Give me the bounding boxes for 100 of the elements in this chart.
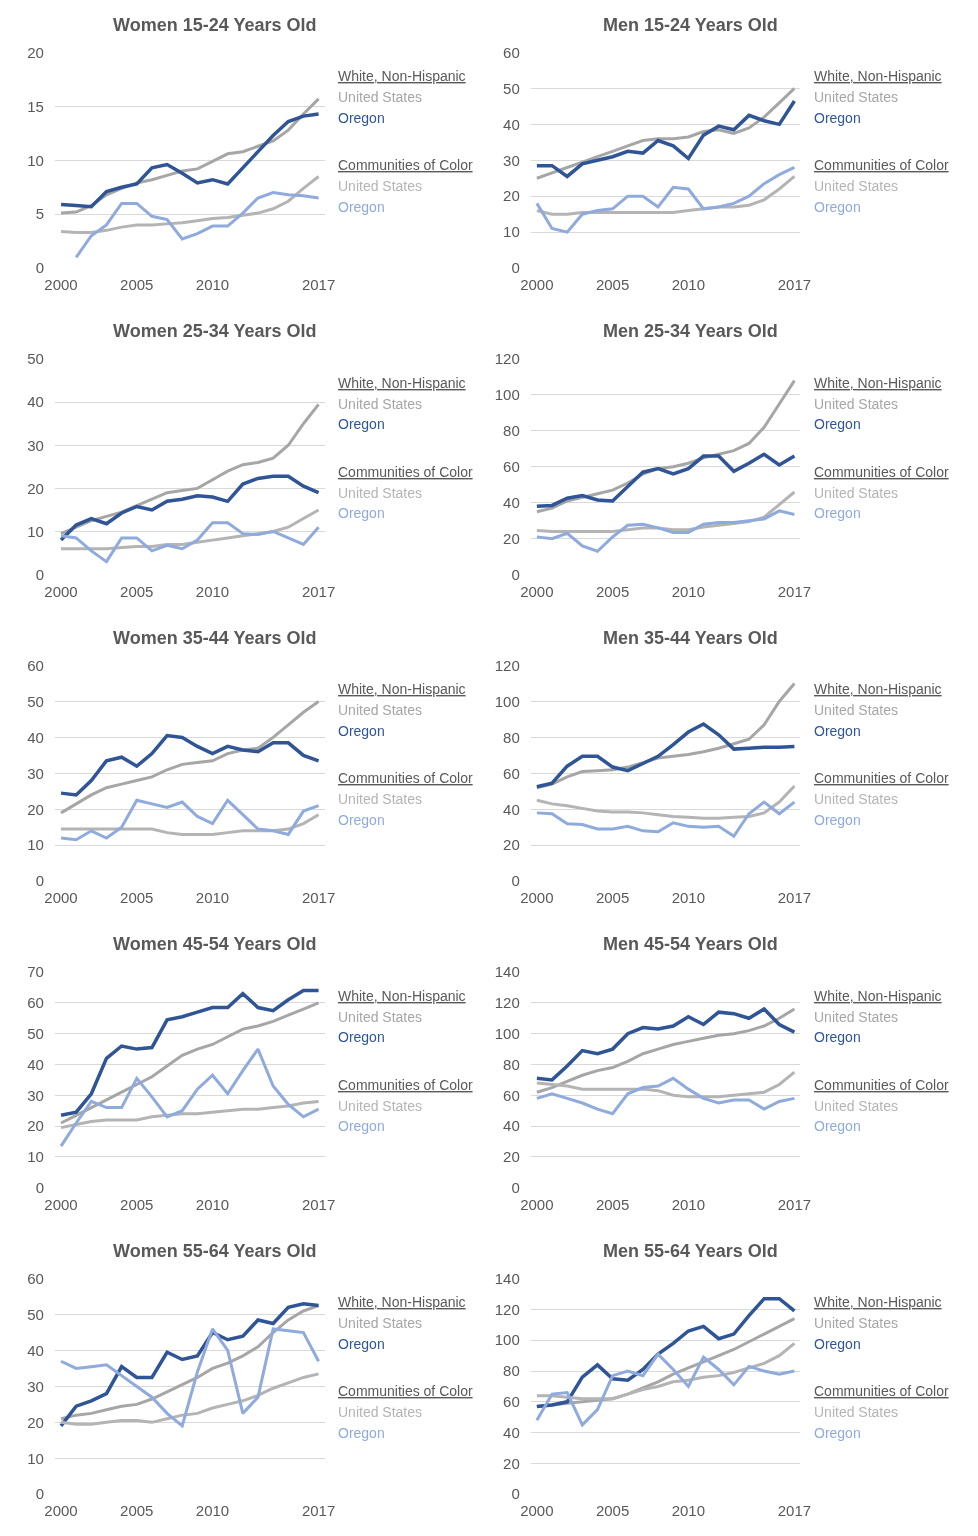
series-label: United States <box>814 1315 899 1331</box>
x-tick-label: 2000 <box>44 582 78 600</box>
y-tick-label: 50 <box>27 692 44 710</box>
series-label: United States <box>814 702 899 718</box>
y-tick-label: 5 <box>35 205 44 223</box>
y-tick-label: 10 <box>27 1148 44 1166</box>
y-tick-label: 0 <box>35 565 44 583</box>
line-series <box>535 722 797 789</box>
series-label: United States <box>814 1009 899 1025</box>
line-series <box>535 509 796 553</box>
series-label: United States <box>814 178 899 194</box>
x-tick-label: 2017 <box>777 582 812 600</box>
text: Oregon <box>814 199 861 215</box>
chart-title: Women 35-44 Years Old <box>113 628 317 648</box>
y-tick-label: 120 <box>494 656 520 674</box>
x-tick-label: 2000 <box>44 1502 78 1520</box>
line-series <box>535 1296 797 1409</box>
y-tick-label: 10 <box>27 1449 44 1467</box>
y-tick-label: 30 <box>27 764 44 782</box>
y-tick-label: 100 <box>494 1331 520 1349</box>
x-tick-label: 2017 <box>777 1195 812 1213</box>
y-tick-label: 60 <box>503 1393 520 1411</box>
x-tick-label: 2017 <box>301 276 336 294</box>
text: White, Non-Hispanic <box>814 375 942 391</box>
x-tick-label: 2000 <box>520 1502 554 1520</box>
y-tick-label: 30 <box>27 1377 44 1395</box>
series-label: Oregon <box>338 110 385 126</box>
line-series <box>535 452 797 509</box>
x-tick-label: 2010 <box>195 889 230 907</box>
x-tick-label: 2017 <box>777 276 812 294</box>
y-tick-label: 30 <box>27 436 44 454</box>
chart-title: Women 45-54 Years Old <box>113 934 317 954</box>
line-series <box>59 700 321 815</box>
y-tick-label: 20 <box>503 529 520 547</box>
x-tick-label: 2000 <box>520 1195 554 1213</box>
text: Oregon <box>338 416 385 432</box>
y-tick-label: 0 <box>35 872 44 890</box>
y-tick-label: 60 <box>27 656 44 674</box>
chart-title: Women 55-64 Years Old <box>113 1241 317 1261</box>
x-tick-label: 2005 <box>120 276 154 294</box>
series-label: Oregon <box>338 1118 385 1134</box>
x-tick-label: 2010 <box>671 1502 706 1520</box>
y-tick-label: 40 <box>27 1055 44 1073</box>
y-tick-label: 40 <box>503 1117 520 1135</box>
y-tick-label: 10 <box>27 522 44 540</box>
x-tick-label: 2005 <box>120 582 154 600</box>
series-label: United States <box>338 702 423 718</box>
y-tick-label: 100 <box>494 1024 520 1042</box>
y-tick-label: 40 <box>27 728 44 746</box>
x-tick-label: 2005 <box>595 582 630 600</box>
y-tick-label: 20 <box>503 836 520 854</box>
x-tick-label: 2010 <box>195 1195 230 1213</box>
text: Communities of Color <box>338 464 473 480</box>
x-tick-label: 2005 <box>595 889 630 907</box>
x-tick-label: 2000 <box>44 1195 78 1213</box>
x-tick-label: 2010 <box>195 276 230 294</box>
line-series <box>59 1372 321 1426</box>
x-tick-label: 2005 <box>595 1502 630 1520</box>
line-series <box>59 112 321 209</box>
text: United States <box>814 1404 899 1420</box>
y-tick-label: 40 <box>503 494 520 511</box>
series-label: United States <box>338 178 423 194</box>
y-tick-label: 40 <box>27 1341 44 1359</box>
series-label: United States <box>338 1315 423 1331</box>
y-tick-label: 120 <box>494 350 520 368</box>
text: White, Non-Hispanic <box>338 1294 466 1310</box>
x-tick-label: 2010 <box>671 1195 706 1213</box>
text: Oregon <box>338 1029 385 1045</box>
line-series <box>59 1327 321 1428</box>
text: Oregon <box>814 1425 861 1441</box>
y-tick-label: 80 <box>503 422 520 440</box>
x-tick-label: 2010 <box>671 276 706 294</box>
chart-title: Men 35-44 Years Old <box>603 628 778 648</box>
y-tick-label: 20 <box>27 1413 44 1431</box>
text: White, Non-Hispanic <box>814 68 942 84</box>
series-label: Oregon <box>338 505 385 521</box>
text: Oregon <box>338 723 385 739</box>
x-tick-label: 2010 <box>195 582 230 600</box>
text: White, Non-Hispanic <box>814 681 942 697</box>
y-tick-label: 0 <box>511 565 520 583</box>
chart-title: Women 15-24 Years Old <box>113 15 317 35</box>
line-series <box>535 784 796 820</box>
series-label: United States <box>338 1098 423 1114</box>
line-series <box>59 474 321 542</box>
y-tick-label: 70 <box>27 963 44 981</box>
text: Communities of Color <box>338 770 473 786</box>
line-series <box>59 1047 321 1148</box>
y-tick-label: 0 <box>511 1178 520 1196</box>
x-tick-label: 2000 <box>520 889 554 907</box>
x-tick-label: 2017 <box>301 582 336 600</box>
y-tick-label: 100 <box>494 692 520 710</box>
series-label: Oregon <box>814 110 861 126</box>
x-tick-label: 2005 <box>595 1195 630 1213</box>
y-tick-label: 0 <box>35 1485 44 1503</box>
line-series <box>535 1076 796 1116</box>
y-tick-label: 50 <box>27 1024 44 1042</box>
line-series <box>535 1070 796 1099</box>
text: White, Non-Hispanic <box>814 988 942 1004</box>
series-label: Oregon <box>338 199 385 215</box>
line-series <box>74 191 321 259</box>
